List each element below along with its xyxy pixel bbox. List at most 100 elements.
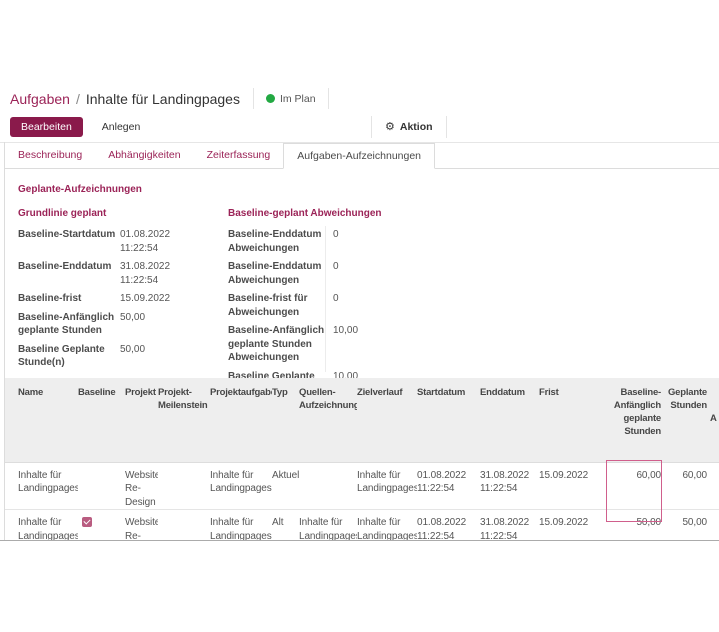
table-row[interactable]: Inhalte für Landingpages Website Re-Desi…: [5, 509, 719, 540]
cell-projektaufgabe: Inhalte für Landingpages: [210, 469, 272, 495]
column-header-enddatum[interactable]: Enddatum: [480, 378, 539, 463]
field-value: 0: [333, 261, 339, 272]
field-value: 0: [333, 293, 339, 304]
cell-zielverlauf: Inhalte für Landingpages: [357, 509, 417, 540]
breadcrumb-current: Inhalte für Landingpages: [85, 90, 240, 107]
action-menu-label: Aktion: [399, 121, 433, 133]
column-header-projekt[interactable]: Projekt: [125, 378, 158, 463]
field-baseline-enddatum-abweichungen-1: Baseline-Enddatum Abweichungen 0: [228, 228, 446, 255]
status-badge-label: Im Plan: [279, 92, 316, 105]
column-header-frist[interactable]: Frist: [539, 378, 602, 463]
field-value: 50,00: [120, 311, 146, 323]
view-clip-divider: [0, 540, 719, 541]
cell-baseline-anfaenglich-geplante-stunden: 50,00: [602, 509, 664, 540]
group2-label-value-divider: [325, 226, 326, 372]
cell-projekt: Website Re-Design: [125, 469, 158, 508]
cell-startdatum: 01.08.2022 11:22:54: [417, 509, 480, 540]
cell-baseline: [78, 509, 125, 540]
cell-enddatum: 31.08.2022 11:22:54: [480, 469, 530, 495]
table-row[interactable]: Inhalte für Landingpages Website Re-Desi…: [5, 462, 719, 510]
cell-typ: Aktuell: [272, 469, 299, 481]
field-label: Baseline-frist: [18, 293, 82, 304]
tab-abhaengigkeiten[interactable]: Abhängigkeiten: [108, 149, 181, 161]
status-dot-icon: [265, 94, 275, 103]
column-header-projekt-meilenstein[interactable]: Projekt-Meilenstein: [158, 378, 210, 463]
cell-typ: Alt: [272, 509, 299, 540]
cell-startdatum: 01.08.2022 11:22:54: [417, 469, 467, 495]
field-baseline-enddatum: Baseline-Enddatum 31.08.2022 11:22:54: [18, 260, 210, 287]
toolbar: Bearbeiten Anlegen: [10, 116, 150, 138]
column-header-projektaufgabe[interactable]: Projektaufgabe: [210, 378, 272, 463]
cell-quellen-aufzeichnungen: Inhalte für Landingpages: [299, 509, 357, 540]
section-title-geplante-aufzeichnungen: Geplante-Aufzeichnungen: [18, 184, 142, 195]
field-label: Baseline-Enddatum Abweichungen: [228, 261, 322, 286]
cell-projekt-meilenstein: [158, 509, 210, 540]
field-baseline-frist: Baseline-frist 15.09.2022: [18, 292, 210, 306]
cell-enddatum: 31.08.2022 11:22:54: [480, 509, 539, 540]
create-button[interactable]: Anlegen: [92, 117, 151, 137]
field-baseline-anfaenglich-stunden-abweichungen: Baseline-Anfänglich geplante Stunden Abw…: [228, 324, 446, 365]
notebook-tabs: Beschreibung Abhängigkeiten Zeiterfassun…: [5, 143, 719, 169]
field-value: 15.09.2022: [120, 293, 171, 304]
field-baseline-anfaenglich-geplante-stunden: Baseline-Anfänglich geplante Stunden 50,…: [18, 311, 210, 338]
column-header-startdatum[interactable]: Startdatum: [417, 378, 480, 463]
field-value: 0: [333, 229, 339, 240]
cell-geplante-stunden: 60,00: [682, 469, 707, 481]
breadcrumb-link-aufgaben[interactable]: Aufgaben: [10, 90, 70, 107]
field-label: Baseline-Enddatum: [18, 261, 112, 272]
tab-beschreibung[interactable]: Beschreibung: [18, 149, 83, 161]
field-baseline-frist-fuer-abweichungen: Baseline-frist für Abweichungen 0: [228, 292, 446, 319]
cell-projektaufgabe: Inhalte für Landingpages: [210, 509, 272, 540]
field-label: Baseline Geplante Stunde(n): [18, 343, 105, 369]
field-value: 50,00: [120, 343, 146, 355]
sheet-left-border: [4, 142, 5, 540]
field-label: Baseline-Anfänglich geplante Stunden Abw…: [228, 325, 325, 363]
baseline-checkbox[interactable]: [82, 517, 92, 527]
tab-aufgaben-aufzeichnungen[interactable]: Aufgaben-Aufzeichnungen: [283, 143, 436, 169]
field-label: Baseline-Anfänglich geplante Stunden: [18, 311, 115, 337]
group-title: Grundlinie geplant: [18, 208, 107, 219]
field-value: 10,00: [333, 325, 359, 336]
field-baseline-startdatum: Baseline-Startdatum 01.08.2022 11:22:54: [18, 228, 210, 255]
column-header-name[interactable]: Name: [5, 378, 78, 463]
cell-baseline-anfaenglich-geplante-stunden: 60,00: [636, 469, 661, 481]
column-header-baseline[interactable]: Baseline: [78, 378, 125, 463]
group-title: Baseline-geplant Abweichungen: [228, 208, 382, 219]
column-header-cutoff[interactable]: A: [710, 378, 719, 463]
column-header-zielverlauf[interactable]: Zielverlauf: [357, 378, 417, 463]
column-header-quellen-aufzeichnungen[interactable]: Quellen-Aufzeichnungen: [299, 378, 357, 463]
tab-zeiterfassung[interactable]: Zeiterfassung: [206, 149, 271, 161]
breadcrumb-separator: /: [75, 90, 80, 107]
field-value: 01.08.2022 11:22:54: [120, 229, 171, 254]
action-menu-button[interactable]: ⚙ Aktion: [371, 116, 447, 138]
field-label: Baseline-Enddatum Abweichungen: [228, 229, 322, 254]
cell-zielverlauf: Inhalte für Landingpages: [357, 469, 417, 495]
table-header-row: Name Baseline Projekt Projekt-Meilenstei…: [5, 378, 719, 463]
column-header-geplante-stunden[interactable]: Geplante Stunden: [664, 378, 710, 463]
cell-frist: 15.09.2022: [539, 509, 602, 540]
field-baseline-enddatum-abweichungen-2: Baseline-Enddatum Abweichungen 0: [228, 260, 446, 287]
column-header-baseline-anfaenglich-geplante-stunden[interactable]: Baseline-Anfänglich geplante Stunden: [602, 378, 664, 463]
cell-cutoff: [710, 509, 719, 540]
field-label: Baseline-Startdatum: [18, 229, 116, 240]
field-value: 10,00: [333, 370, 359, 382]
breadcrumb: Aufgaben / Inhalte für Landingpages Im P…: [10, 88, 329, 109]
edit-button[interactable]: Bearbeiten: [10, 117, 83, 137]
cell-name: Inhalte für Landingpages: [5, 509, 78, 540]
cell-name: Inhalte für Landingpages: [18, 469, 78, 495]
cell-geplante-stunden: 50,00: [664, 509, 710, 540]
field-label: Baseline-frist für Abweichungen: [228, 293, 308, 318]
field-baseline-geplante-stunden: Baseline Geplante Stunde(n) 50,00: [18, 343, 210, 370]
status-badge[interactable]: Im Plan: [252, 88, 329, 109]
cell-quellen-aufzeichnungen: [299, 462, 357, 510]
group-grundlinie-geplant: Grundlinie geplant Baseline-Startdatum 0…: [18, 208, 210, 375]
records-table: Name Baseline Projekt Projekt-Meilenstei…: [5, 378, 719, 540]
cell-cutoff: [710, 462, 719, 510]
column-header-typ[interactable]: Typ: [272, 378, 299, 463]
field-value: 31.08.2022 11:22:54: [120, 261, 171, 286]
gear-icon: ⚙: [385, 120, 395, 133]
toolbar-divider: [0, 142, 719, 143]
cell-projekt: Website Re-Design: [125, 509, 158, 540]
cell-projekt-meilenstein: [158, 462, 210, 510]
cell-frist: 15.09.2022: [539, 469, 589, 481]
